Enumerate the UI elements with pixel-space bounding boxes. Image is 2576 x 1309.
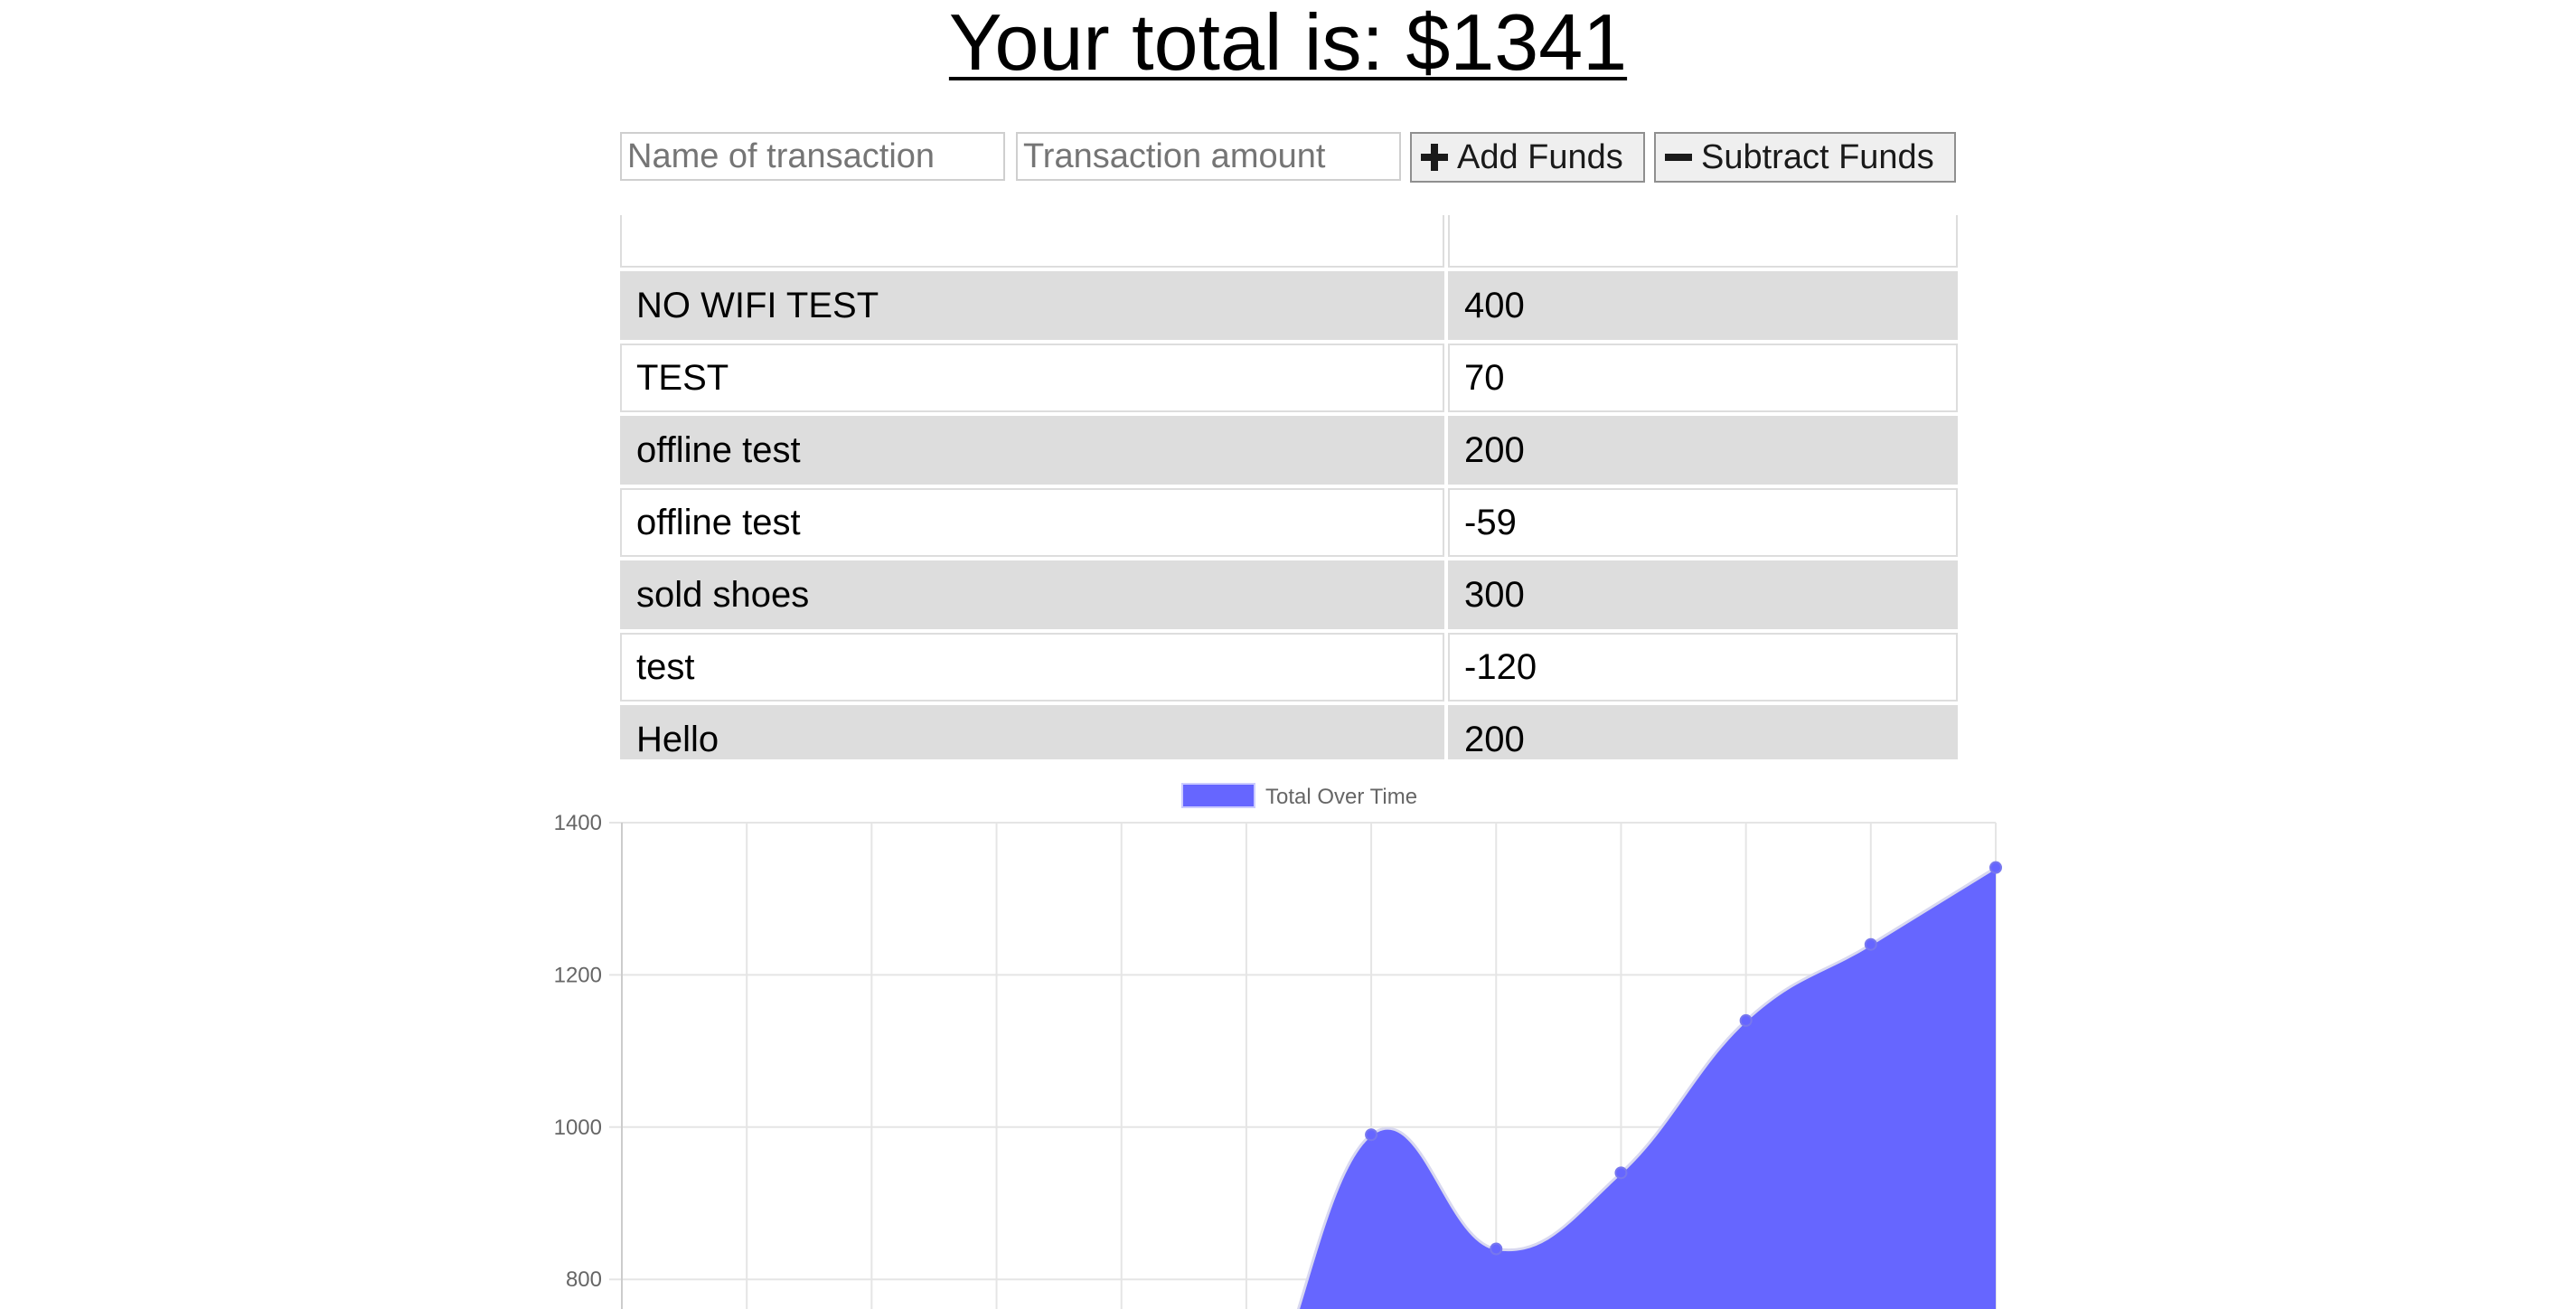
page-title: Your total is: $1341 (0, 2, 2576, 83)
transaction-amount: -59 (1448, 488, 1958, 557)
add-funds-label: Add Funds (1457, 137, 1623, 176)
chart-line-series (1296, 866, 1997, 1309)
transaction-amount-input[interactable] (1016, 132, 1401, 181)
table-row-partial (620, 215, 1958, 268)
transaction-amount: 300 (1448, 560, 1958, 629)
total-label: Your total is: $1341 (948, 0, 1628, 87)
chart-points (1365, 861, 2002, 1256)
y-tick-label: 1200 (554, 963, 602, 987)
chart-point[interactable] (1490, 1242, 1503, 1256)
chart-y-ticks: 400600800100012001400 (554, 811, 602, 1292)
legend-swatch (1181, 783, 1255, 808)
chart-point[interactable] (1739, 1013, 1753, 1027)
chart-point[interactable] (1989, 861, 2002, 874)
transaction-name: offline test (620, 416, 1444, 485)
minus-icon (1665, 144, 1692, 171)
transaction-amount: -120 (1448, 633, 1958, 702)
table-row: test -120 (620, 633, 1958, 702)
transaction-amount: 200 (1448, 705, 1958, 759)
transaction-name: sold shoes (620, 560, 1444, 629)
table-row: TEST 70 (620, 344, 1958, 412)
add-funds-button[interactable]: Add Funds (1410, 132, 1645, 183)
chart-point[interactable] (1365, 1128, 1378, 1142)
transaction-name: offline test (620, 488, 1444, 557)
transaction-name: NO WIFI TEST (620, 271, 1444, 340)
table-row: sold shoes 300 (620, 560, 1958, 629)
transaction-name: Hello (620, 705, 1444, 759)
chart-area-series (1298, 867, 1996, 1309)
transactions-table-scroll[interactable]: NO WIFI TEST 400 TEST 70 offline test 20… (620, 215, 1958, 759)
transactions-table: NO WIFI TEST 400 TEST 70 offline test 20… (620, 215, 1958, 759)
transaction-amount: 400 (1448, 271, 1958, 340)
transaction-amount: 70 (1448, 344, 1958, 412)
transaction-name-input[interactable] (620, 132, 1005, 181)
table-row: NO WIFI TEST 400 (620, 271, 1958, 340)
chart-legend[interactable]: Total Over Time (1181, 783, 1417, 809)
transaction-name: TEST (620, 344, 1444, 412)
chart-point[interactable] (1614, 1166, 1628, 1180)
subtract-funds-label: Subtract Funds (1701, 137, 1934, 176)
table-row: offline test -59 (620, 488, 1958, 557)
chart-point[interactable] (1864, 937, 1877, 951)
legend-label: Total Over Time (1265, 785, 1417, 809)
total-over-time-chart: 400600800100012001400 Total Over Time (554, 783, 2002, 1309)
transaction-form: Add Funds Subtract Funds (0, 132, 2576, 186)
subtract-funds-button[interactable]: Subtract Funds (1654, 132, 1956, 183)
transaction-amount: 200 (1448, 416, 1958, 485)
y-tick-label: 800 (566, 1267, 602, 1292)
plus-icon (1421, 144, 1448, 171)
table-row: offline test 200 (620, 416, 1958, 485)
y-tick-label: 1400 (554, 811, 602, 835)
transaction-name: test (620, 633, 1444, 702)
table-row: Hello 200 (620, 705, 1958, 759)
y-tick-label: 1000 (554, 1116, 602, 1140)
